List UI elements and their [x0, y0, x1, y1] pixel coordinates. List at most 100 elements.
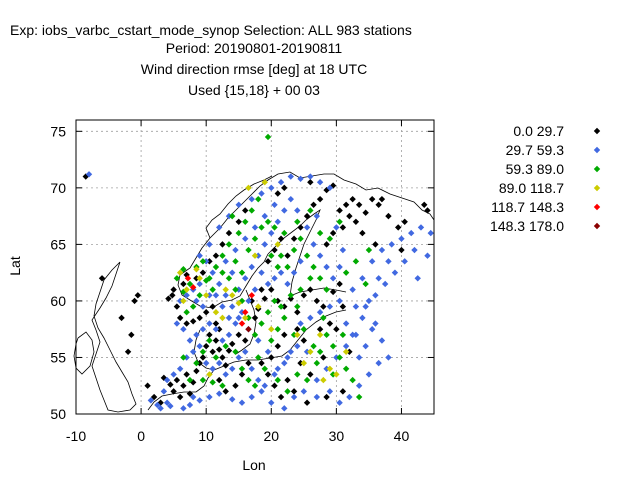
data-point: [355, 382, 363, 389]
legend: 0.0 29.7 29.7 59.3 59.3 89.0 89.0 118.7 118.…: [490, 123, 601, 234]
data-point: [300, 325, 308, 333]
data-point: [251, 224, 259, 231]
data-point: [238, 320, 246, 327]
data-point: [199, 258, 207, 265]
data-point: [281, 303, 288, 310]
y-tick-label: 75: [50, 123, 66, 139]
y-tick-label: 50: [50, 406, 66, 422]
data-point: [378, 195, 386, 203]
data-point: [303, 348, 311, 356]
coastline-denmark: [193, 329, 215, 393]
coastline-great-britain: [91, 261, 137, 413]
data-point: [212, 252, 220, 259]
data-point: [219, 241, 226, 248]
data-point: [163, 376, 171, 384]
data-point: [170, 286, 177, 293]
y-tick-label: 55: [50, 349, 66, 365]
data-point: [199, 303, 207, 310]
y-tick-label: 65: [50, 236, 66, 252]
data-point: [368, 325, 376, 333]
data-point: [349, 286, 356, 293]
data-point: [199, 325, 207, 333]
data-point: [225, 314, 233, 322]
data-point: [401, 218, 408, 225]
data-point: [222, 371, 229, 378]
data-point: [251, 331, 259, 339]
y-tick-label: 70: [50, 180, 66, 196]
data-point: [193, 297, 200, 305]
data-point: [245, 314, 252, 322]
data-point: [242, 207, 249, 214]
data-point: [248, 292, 255, 299]
data-point: [307, 286, 314, 293]
data-point: [307, 371, 314, 378]
data-point: [255, 337, 262, 344]
data-point: [378, 246, 386, 254]
data-point: [326, 303, 334, 310]
data-point: [323, 393, 330, 401]
data-point: [362, 280, 369, 288]
data-point: [277, 252, 285, 259]
data-point: [294, 342, 301, 350]
data-point: [232, 348, 239, 356]
coastline-northsea: [147, 391, 196, 411]
data-point: [248, 365, 255, 372]
data-point: [274, 218, 281, 225]
data-point: [193, 266, 200, 273]
data-point: [336, 280, 343, 288]
data-point: [163, 399, 171, 406]
data-point: [199, 348, 207, 356]
data-point: [333, 354, 340, 361]
data-point: [165, 295, 172, 302]
data-point: [271, 371, 278, 378]
data-point: [206, 320, 213, 327]
data-point: [258, 190, 265, 197]
data-point: [196, 252, 203, 259]
data-point: [313, 359, 321, 367]
data-point: [342, 269, 350, 276]
data-point: [261, 365, 268, 372]
data-point: [219, 314, 226, 322]
series-3: [176, 178, 350, 384]
data-point: [284, 252, 291, 259]
data-point: [196, 275, 203, 282]
data-point: [333, 224, 340, 231]
data-point: [199, 354, 207, 361]
data-point: [193, 275, 200, 282]
data-point: [173, 320, 181, 327]
data-point: [251, 382, 259, 389]
data-point: [307, 173, 314, 180]
data-point: [326, 235, 334, 242]
data-point: [385, 212, 392, 220]
x-tick-label: 0: [137, 428, 145, 444]
data-point: [258, 359, 265, 367]
data-point: [342, 201, 350, 209]
data-point: [414, 275, 421, 282]
data-point: [264, 218, 272, 225]
series-5: [245, 325, 252, 333]
data-point: [297, 359, 304, 367]
data-point: [225, 241, 233, 248]
data-point: [368, 195, 376, 203]
data-point: [196, 342, 203, 350]
data-point: [281, 207, 288, 214]
data-point: [310, 342, 317, 350]
data-point: [352, 303, 360, 310]
legend-label: 0.0 29.7: [513, 123, 564, 139]
data-point: [303, 376, 311, 384]
grid-lines: [75, 120, 434, 415]
data-point: [329, 288, 337, 296]
data-point: [219, 337, 226, 344]
data-point: [264, 258, 272, 265]
data-point: [281, 359, 288, 367]
data-point: [235, 201, 242, 209]
data-point: [232, 382, 239, 389]
data-point: [339, 303, 347, 310]
data-point: [323, 241, 330, 248]
data-point: [245, 297, 252, 305]
data-point: [391, 269, 399, 276]
data-point: [154, 401, 161, 409]
data-point: [219, 252, 226, 259]
y-tick-label: 60: [50, 293, 66, 309]
data-point: [173, 376, 181, 384]
